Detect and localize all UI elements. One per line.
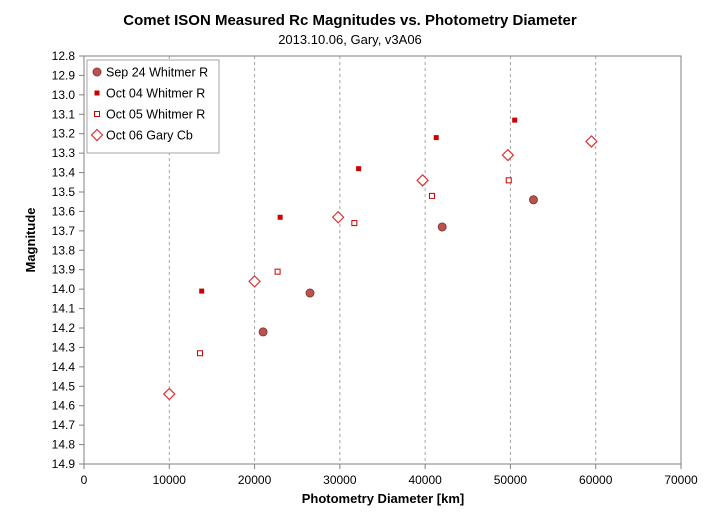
x-tick-label: 0 xyxy=(81,473,88,487)
y-tick-label: 13.1 xyxy=(52,107,76,121)
data-point xyxy=(351,220,358,227)
y-tick-label: 13.5 xyxy=(52,185,76,199)
y-tick-label: 14.7 xyxy=(52,418,76,432)
x-axis-label: Photometry Diameter [km] xyxy=(302,491,465,506)
y-axis-ticks: 12.8 12.9 13.0 13.1 13.2 13.3 13.4 13.5 13.6 13.7… xyxy=(52,49,84,471)
data-points xyxy=(162,117,598,401)
x-tick-label: 70000 xyxy=(664,473,698,487)
x-tick-label: 10000 xyxy=(153,473,187,487)
data-point xyxy=(501,148,515,162)
legend: Sep 24 Whitmer R Oct 04 Whitmer R Oct 05 W… xyxy=(86,59,220,154)
legend-marker xyxy=(90,128,104,142)
data-point xyxy=(305,288,315,298)
x-tick-label: 20000 xyxy=(238,473,272,487)
data-point xyxy=(512,117,518,123)
y-tick-label: 14.6 xyxy=(52,399,76,413)
legend-box xyxy=(86,59,220,154)
data-point xyxy=(528,195,538,205)
data-point xyxy=(277,214,283,220)
legend-label: Oct 06 Gary Cb xyxy=(106,129,193,143)
data-point xyxy=(258,327,268,337)
data-point xyxy=(199,288,205,294)
data-point xyxy=(274,268,281,275)
y-tick-label: 14.4 xyxy=(52,360,76,374)
chart-title: Comet ISON Measured Rc Magnitudes vs. Ph… xyxy=(123,12,577,29)
legend-marker xyxy=(92,67,102,77)
data-point xyxy=(248,275,261,288)
y-tick-label: 14.1 xyxy=(52,302,76,316)
y-tick-label: 14.5 xyxy=(52,379,76,393)
y-tick-label: 14.0 xyxy=(52,282,76,296)
data-point xyxy=(162,387,176,401)
data-point xyxy=(428,192,435,199)
y-tick-label: 14.2 xyxy=(52,321,76,335)
legend-label: Oct 04 Whitmer R xyxy=(106,87,205,101)
y-tick-label: 13.2 xyxy=(52,127,76,141)
x-tick-label: 50000 xyxy=(494,473,528,487)
y-tick-label: 13.3 xyxy=(52,146,76,160)
y-tick-label: 14.9 xyxy=(52,457,76,471)
x-axis-ticks: 0 10000 20000 30000 40000 50000 60000 70000 xyxy=(81,464,698,487)
legend-label: Oct 05 Whitmer R xyxy=(106,108,205,122)
x-tick-label: 60000 xyxy=(579,473,613,487)
x-tick-label: 30000 xyxy=(323,473,357,487)
data-point xyxy=(196,350,203,357)
x-tick-label: 40000 xyxy=(408,473,442,487)
y-tick-label: 13.8 xyxy=(52,243,76,257)
legend-label: Sep 24 Whitmer R xyxy=(106,66,208,80)
data-point xyxy=(356,166,362,172)
y-axis-label: Magnitude xyxy=(23,208,38,273)
data-point xyxy=(437,222,447,232)
legend-marker xyxy=(94,90,100,96)
y-tick-label: 14.8 xyxy=(52,438,76,452)
y-tick-label: 12.8 xyxy=(52,49,76,63)
data-point xyxy=(585,135,598,148)
y-tick-label: 13.6 xyxy=(52,204,76,218)
y-tick-label: 12.9 xyxy=(52,68,76,82)
data-point xyxy=(433,135,439,141)
y-tick-label: 13.9 xyxy=(52,263,76,277)
y-tick-label: 13.0 xyxy=(52,88,76,102)
data-point xyxy=(505,177,512,184)
y-tick-label: 13.4 xyxy=(52,166,76,180)
chart-subtitle: 2013.10.06, Gary, v3A06 xyxy=(278,32,422,47)
data-point xyxy=(416,173,429,187)
gridlines xyxy=(168,56,597,464)
legend-marker xyxy=(94,111,100,117)
data-point xyxy=(331,210,345,224)
y-tick-label: 13.7 xyxy=(52,224,76,238)
y-tick-label: 14.3 xyxy=(52,340,76,354)
plot-area xyxy=(83,55,682,465)
